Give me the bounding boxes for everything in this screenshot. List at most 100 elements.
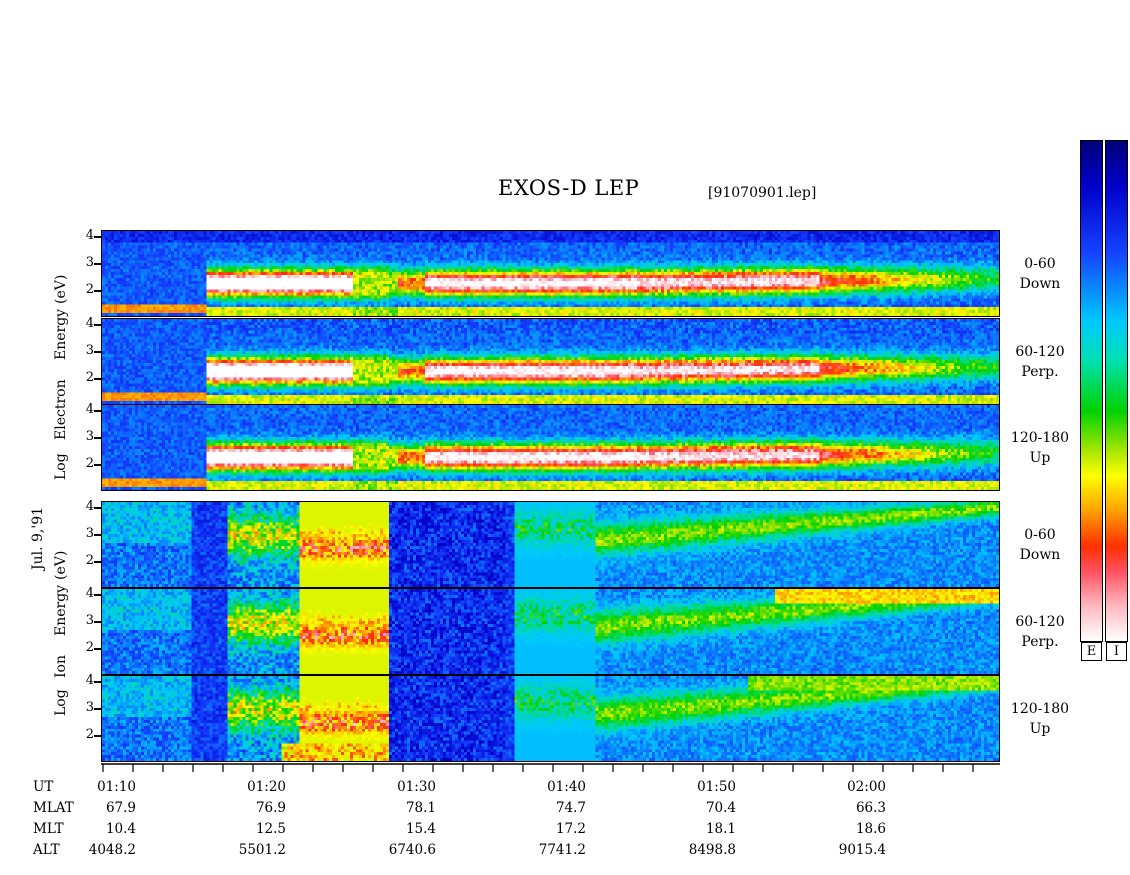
cell-alt: 7741.2 xyxy=(538,842,586,858)
y-tick-label: 2 xyxy=(85,727,94,742)
cell-alt: 6740.6 xyxy=(388,842,436,858)
cell-ut: 02:00 xyxy=(847,779,886,795)
y-tick-label: 2 xyxy=(85,640,94,655)
cell-ut: 01:50 xyxy=(697,779,736,795)
y-tick-mark xyxy=(94,410,101,412)
y-tick-label: 3 xyxy=(85,700,94,715)
pitch-direction: Up xyxy=(1029,450,1051,466)
cell-mlt: 12.5 xyxy=(255,821,286,837)
cell-ut: 01:30 xyxy=(397,779,436,795)
y-tick-mark xyxy=(94,378,101,380)
cell-alt: 4048.2 xyxy=(88,842,136,858)
y-tick-mark xyxy=(94,561,101,563)
pitch-direction: Down xyxy=(1019,547,1061,563)
y-tick-label: 4 xyxy=(85,228,94,243)
spectrogram-electron-0-60 xyxy=(101,230,1000,317)
panel-side-label: 0-60 Down xyxy=(1005,525,1075,565)
cell-mlt: 18.1 xyxy=(705,821,736,837)
file-label: [91070901.lep] xyxy=(708,185,817,201)
electron-colorbar-label: E xyxy=(1081,642,1102,661)
y-tick-label: 3 xyxy=(85,613,94,628)
y-tick-mark xyxy=(94,351,101,353)
y-tick-mark xyxy=(94,735,101,737)
cell-mlat: 70.4 xyxy=(705,800,736,816)
electron-ylabel-species: Electron xyxy=(53,379,69,440)
y-tick-label: 3 xyxy=(85,526,94,541)
pitch-angle-range: 60-120 xyxy=(1015,344,1065,360)
cell-mlat: 78.1 xyxy=(405,800,436,816)
y-tick-mark xyxy=(94,324,101,326)
y-tick-label: 3 xyxy=(85,255,94,270)
pitch-direction: Perp. xyxy=(1021,634,1059,650)
date-label: Jul. 9,'91 xyxy=(30,506,46,570)
pitch-angle-range: 120-180 xyxy=(1010,701,1070,717)
pitch-direction: Perp. xyxy=(1021,364,1059,380)
y-tick-label: 3 xyxy=(85,343,94,358)
cell-mlat: 76.9 xyxy=(255,800,286,816)
y-tick-label: 2 xyxy=(85,370,94,385)
row-label-mlat: MLAT xyxy=(33,800,74,816)
spectrogram-ion-120-180 xyxy=(101,675,1000,762)
y-tick-mark xyxy=(94,507,101,509)
cell-mlat: 66.3 xyxy=(855,800,886,816)
ion-ylabel-log: Log xyxy=(53,689,69,716)
cell-ut: 01:20 xyxy=(247,779,286,795)
cell-ut: 01:40 xyxy=(547,779,586,795)
y-tick-mark xyxy=(94,263,101,265)
cell-ut: 01:10 xyxy=(97,779,136,795)
cell-mlt: 17.2 xyxy=(555,821,586,837)
pitch-direction: Down xyxy=(1019,276,1061,292)
row-label-mlt: MLT xyxy=(33,821,64,837)
pitch-angle-range: 60-120 xyxy=(1015,614,1065,630)
y-tick-label: 2 xyxy=(85,282,94,297)
y-tick-label: 4 xyxy=(85,402,94,417)
ion-ylabel-energy: Energy xyxy=(53,584,69,636)
electron-ylabel-unit: (eV) xyxy=(53,274,69,304)
y-tick-mark xyxy=(94,708,101,710)
spectrogram-ion-60-120 xyxy=(101,588,1000,675)
cell-alt: 5501.2 xyxy=(238,842,286,858)
spectrogram-electron-120-180 xyxy=(101,404,1000,491)
spectrogram-electron-60-120 xyxy=(101,318,1000,405)
ion-ylabel-unit: (eV) xyxy=(53,550,69,580)
ion-colorbar xyxy=(1105,140,1128,642)
y-tick-label: 2 xyxy=(85,553,94,568)
y-tick-label: 3 xyxy=(85,429,94,444)
y-tick-mark xyxy=(94,464,101,466)
y-tick-mark xyxy=(94,621,101,623)
pitch-angle-range: 0-60 xyxy=(1024,256,1056,272)
panel-side-label: 0-60 Down xyxy=(1005,254,1075,294)
panel-side-label: 60-120 Perp. xyxy=(1005,612,1075,652)
y-tick-mark xyxy=(94,534,101,536)
panel-side-label: 120-180 Up xyxy=(1005,699,1075,739)
y-tick-mark xyxy=(94,648,101,650)
ion-ylabel-species: Ion xyxy=(53,655,69,678)
electron-colorbar xyxy=(1080,140,1103,642)
electron-ylabel-log: Log xyxy=(53,453,69,480)
row-label-alt: ALT xyxy=(33,842,60,858)
y-tick-mark xyxy=(94,437,101,439)
y-tick-mark xyxy=(94,236,101,238)
cell-alt: 9015.4 xyxy=(838,842,886,858)
chart-title: EXOS-D LEP xyxy=(498,176,640,200)
y-tick-label: 4 xyxy=(85,586,94,601)
y-tick-label: 4 xyxy=(85,316,94,331)
y-tick-mark xyxy=(94,594,101,596)
row-label-ut: UT xyxy=(33,779,54,795)
y-tick-label: 2 xyxy=(85,456,94,471)
y-tick-mark xyxy=(94,290,101,292)
y-tick-label: 4 xyxy=(85,499,94,514)
electron-ylabel-energy: Energy xyxy=(53,308,69,360)
cell-alt: 8498.8 xyxy=(688,842,736,858)
cell-mlt: 15.4 xyxy=(405,821,436,837)
cell-mlt: 10.4 xyxy=(105,821,136,837)
pitch-direction: Up xyxy=(1029,721,1051,737)
pitch-angle-range: 0-60 xyxy=(1024,527,1056,543)
pitch-angle-range: 120-180 xyxy=(1010,430,1070,446)
panel-side-label: 120-180 Up xyxy=(1005,428,1075,468)
ion-colorbar-label: I xyxy=(1106,642,1127,661)
cell-mlat: 67.9 xyxy=(105,800,136,816)
spectrogram-ion-0-60 xyxy=(101,501,1000,588)
cell-mlat: 74.7 xyxy=(555,800,586,816)
panel-side-label: 60-120 Perp. xyxy=(1005,342,1075,382)
